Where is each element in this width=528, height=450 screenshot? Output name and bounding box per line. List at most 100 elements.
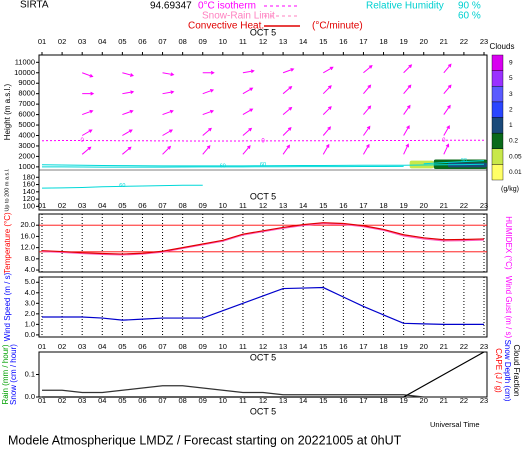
x-tick-label: 12 xyxy=(259,37,267,46)
x-tick-label: 06 xyxy=(138,201,146,210)
x-tick-label: 10 xyxy=(219,396,227,405)
wind-arrow xyxy=(122,72,135,77)
x-tick-label: 02 xyxy=(58,201,66,210)
wind-arrow xyxy=(202,70,215,75)
x-tick-label: 15 xyxy=(319,37,327,46)
x-tick-label: 07 xyxy=(158,342,166,351)
y-tick-label: 4000 xyxy=(18,130,35,139)
colorbar-swatch xyxy=(491,148,504,165)
contour-label: 0 xyxy=(81,138,85,144)
y-tick-label: 2000 xyxy=(18,151,35,160)
colorbar-unit: (g/kg) xyxy=(501,186,519,193)
colorbar-title: Clouds xyxy=(490,42,515,51)
y-tick-label: 9000 xyxy=(18,78,35,87)
wind-arrow xyxy=(403,125,410,136)
isotherm-line xyxy=(42,139,484,142)
wind-arrow xyxy=(443,84,452,95)
x-tick-label: 08 xyxy=(178,37,186,46)
rh-contour xyxy=(42,184,203,189)
x-tick-label: 09 xyxy=(199,342,207,351)
x-tick-label: 15 xyxy=(319,201,327,210)
x-tick-label: 22 xyxy=(460,396,468,405)
wind-arrow xyxy=(202,88,215,95)
series-line xyxy=(41,222,485,256)
rh-contour xyxy=(42,165,404,168)
x-tick-label: 14 xyxy=(299,342,307,351)
y-tick-label: 20.0 xyxy=(20,220,35,229)
x-tick-label: 15 xyxy=(319,396,327,405)
x-tick-label: 23 xyxy=(480,342,488,351)
x-tick-label: 21 xyxy=(440,201,448,210)
series-line xyxy=(42,351,485,398)
wind-arrow xyxy=(363,143,370,155)
x-tick-label: 04 xyxy=(98,396,106,405)
x-tick-label: 06 xyxy=(138,37,146,46)
colorbar-label: 3 xyxy=(509,91,513,98)
y-tick-label: 0.0 xyxy=(25,392,35,401)
x-tick-label: 06 xyxy=(138,396,146,405)
colorbar-label: 1 xyxy=(509,122,513,129)
x-tick-label: 18 xyxy=(379,37,387,46)
axis-label: Wind Gust (m / s) xyxy=(504,276,513,339)
rh-contour xyxy=(423,160,485,165)
colorbar-swatch xyxy=(491,54,504,71)
y-tick-label: 0.0 xyxy=(25,330,35,339)
wind-arrow xyxy=(242,108,254,116)
wind-arrow xyxy=(403,64,413,74)
x-tick-label: 02 xyxy=(58,37,66,46)
x-tick-label: 08 xyxy=(178,201,186,210)
x-tick-label: 17 xyxy=(359,37,367,46)
axis-label: Cloud Fraction xyxy=(512,344,521,396)
x-tick-label: 22 xyxy=(460,342,468,351)
x-tick-label: 07 xyxy=(158,396,166,405)
x-tick-label: 14 xyxy=(299,396,307,405)
y-tick-label: 12.0 xyxy=(20,243,35,252)
footer: Modele Atmospherique LMDZ / Forecast sta… xyxy=(8,433,402,447)
wind-arrow xyxy=(323,66,334,74)
x-tick-label: 05 xyxy=(118,396,126,405)
colorbar-swatch xyxy=(491,132,504,149)
axis-label: Temperature (°C) xyxy=(3,212,12,274)
wind-arrow xyxy=(202,109,215,116)
colorbar-label: 5 xyxy=(509,75,513,82)
date-label: OCT 5 xyxy=(250,27,276,37)
colorbar-label: 2 xyxy=(509,106,513,113)
x-tick-label: 05 xyxy=(118,342,126,351)
wind-arrow xyxy=(122,146,132,155)
y-tick-label: 8000 xyxy=(18,89,35,98)
x-tick-label: 13 xyxy=(279,201,287,210)
panel-frame xyxy=(38,54,488,211)
x-tick-label: 17 xyxy=(359,342,367,351)
x-tick-label: 05 xyxy=(118,37,126,46)
legend-convective: Convective Heat. xyxy=(188,21,264,32)
x-tick-label: 13 xyxy=(279,342,287,351)
colorbar-label: 0.05 xyxy=(509,153,522,160)
wind-arrow xyxy=(363,65,373,74)
wind-arrow xyxy=(242,127,253,136)
axis-label: Rain (mm / hour) xyxy=(1,344,10,404)
x-tick-label: 03 xyxy=(78,396,86,405)
x-tick-label: 02 xyxy=(58,342,66,351)
rh-contour xyxy=(42,163,484,167)
x-tick-label: 18 xyxy=(379,396,387,405)
wind-arrow xyxy=(162,90,175,95)
wind-arrow xyxy=(282,106,293,115)
y-tick-label: 6000 xyxy=(18,110,35,119)
y-tick-label: 4.0 xyxy=(25,288,35,297)
y-tick-label: 16.0 xyxy=(20,231,35,240)
wind-arrow xyxy=(122,109,134,116)
y-tick-label: 5.0 xyxy=(25,277,35,286)
x-tick-label: 11 xyxy=(239,342,247,351)
x-tick-label: 20 xyxy=(420,396,428,405)
date-label: OCT 5 xyxy=(250,352,276,362)
x-tick-label: 20 xyxy=(420,201,428,210)
x-tick-label: 16 xyxy=(339,37,347,46)
wind-arrow xyxy=(403,104,411,115)
x-tick-label: 22 xyxy=(460,201,468,210)
wind-arrow xyxy=(322,126,332,136)
wind-arrow xyxy=(363,105,372,115)
y-tick-label: 10000 xyxy=(14,68,35,77)
contour-label: 60 xyxy=(260,162,266,168)
wind-arrow xyxy=(322,106,332,115)
